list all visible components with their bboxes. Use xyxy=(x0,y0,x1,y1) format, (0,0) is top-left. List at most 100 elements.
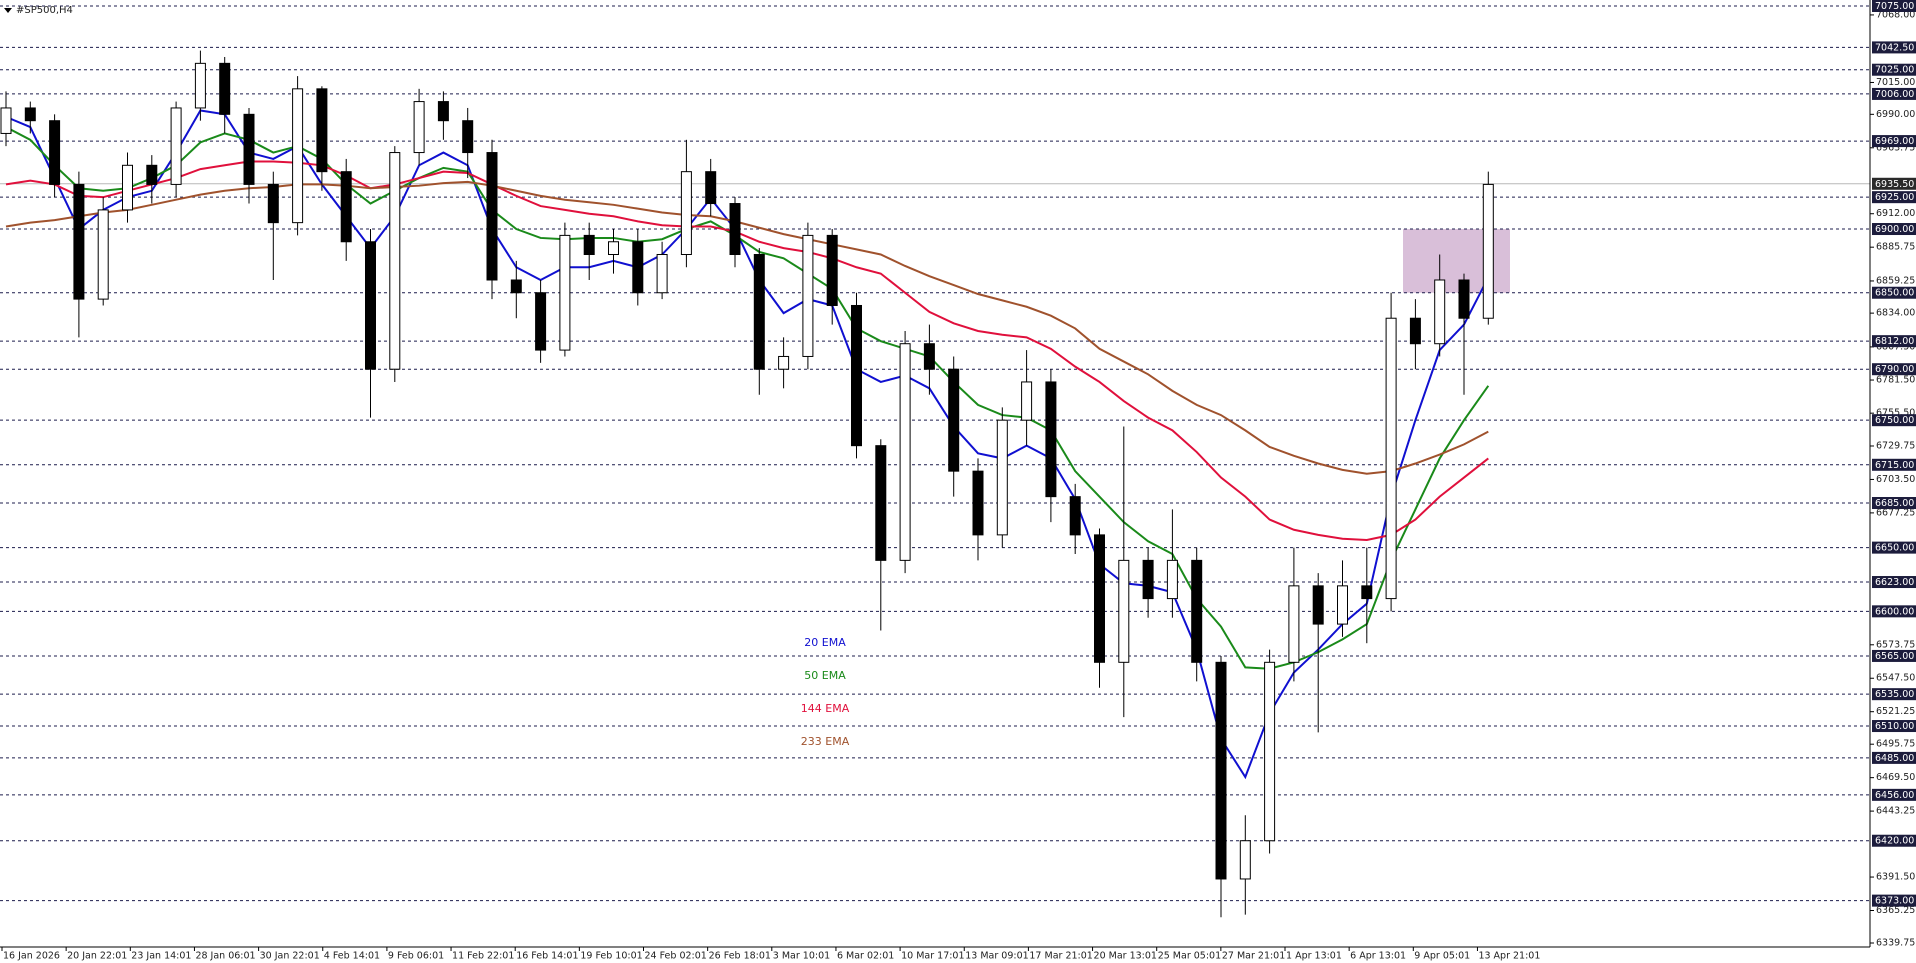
candle-body xyxy=(1045,381,1057,498)
y-tick-label: 6703.50 xyxy=(1876,474,1915,485)
x-tick-label: 16 Feb 14:01 xyxy=(516,951,578,962)
price-label: 6969.00 xyxy=(1875,136,1914,147)
candle-body xyxy=(1021,381,1033,421)
candle-body xyxy=(1142,559,1154,600)
candle-body xyxy=(267,183,279,224)
price-label: 7042.50 xyxy=(1875,42,1914,53)
x-tick-label: 13 Apr 21:01 xyxy=(1478,951,1540,962)
candle-body xyxy=(389,152,401,370)
price-label: 6565.00 xyxy=(1875,651,1914,662)
x-tick-label: 6 Mar 02:01 xyxy=(837,951,894,962)
candle-body xyxy=(1191,559,1203,663)
x-tick-label: 9 Apr 05:01 xyxy=(1414,951,1470,962)
price-label-box xyxy=(1872,335,1916,348)
y-tick-label: 6547.50 xyxy=(1876,673,1915,684)
y-tick-label: 6365.25 xyxy=(1876,905,1915,916)
candle-body xyxy=(122,164,133,211)
x-tick-label: 30 Jan 22:01 xyxy=(260,951,320,962)
price-label: 7025.00 xyxy=(1875,65,1914,76)
y-tick-label: 6391.50 xyxy=(1876,872,1915,883)
x-tick-label: 20 Mar 13:01 xyxy=(1094,951,1157,962)
price-label-box xyxy=(1872,286,1916,299)
price-label: 6420.00 xyxy=(1875,836,1914,847)
candle-body xyxy=(875,445,887,561)
price-label-box xyxy=(1872,541,1916,554)
candle-body xyxy=(1385,317,1397,600)
y-tick-label: 6963.75 xyxy=(1876,142,1915,153)
candle-body xyxy=(1288,585,1300,663)
candle-body xyxy=(1482,183,1494,319)
candle-body xyxy=(656,254,668,294)
price-label-box xyxy=(1872,41,1916,54)
candle-body xyxy=(753,254,765,370)
candle-body xyxy=(826,234,838,306)
candle-body xyxy=(486,152,498,281)
legend-label: 20 EMA xyxy=(804,636,846,649)
candle-body xyxy=(729,203,741,256)
y-tick-label: 6443.25 xyxy=(1876,806,1915,817)
candle-body xyxy=(899,343,911,561)
y-tick-label: 6677.25 xyxy=(1876,507,1915,518)
price-label-box xyxy=(1872,894,1916,907)
price-label-box xyxy=(1872,87,1916,100)
x-tick-label: 13 Mar 09:01 xyxy=(965,951,1028,962)
price-label-box xyxy=(1872,605,1916,618)
y-tick-label: 7015.00 xyxy=(1876,77,1915,88)
price-label: 6535.00 xyxy=(1875,689,1914,700)
candle-body xyxy=(802,234,814,357)
price-label: 6925.00 xyxy=(1875,192,1914,203)
price-label-box xyxy=(1872,834,1916,847)
price-label-box xyxy=(1872,191,1916,204)
candle-body xyxy=(632,241,644,294)
candle-body xyxy=(24,107,36,122)
x-tick-label: 20 Jan 22:01 xyxy=(67,951,127,962)
y-tick-label: 6521.25 xyxy=(1876,706,1915,717)
candle-body xyxy=(1434,279,1446,345)
price-label: 6456.00 xyxy=(1875,790,1914,801)
x-tick-label: 10 Mar 17:01 xyxy=(901,951,964,962)
y-tick-label: 6573.75 xyxy=(1876,639,1915,650)
price-label: 6373.00 xyxy=(1875,896,1914,907)
price-label: 7006.00 xyxy=(1875,89,1914,100)
x-tick-label: 1 Apr 13:01 xyxy=(1286,951,1342,962)
x-tick-label: 19 Feb 10:01 xyxy=(580,951,642,962)
candle-body xyxy=(1264,661,1276,842)
price-label: 6790.00 xyxy=(1875,364,1914,375)
candle-body xyxy=(1166,559,1178,600)
candle-body xyxy=(1337,585,1348,625)
candle-body xyxy=(535,292,547,351)
candle-body xyxy=(1409,317,1421,345)
chart-title: #SP500,H4 xyxy=(16,5,73,16)
candle-body xyxy=(778,355,790,370)
candle-body xyxy=(1215,661,1227,880)
y-tick-label: 6755.50 xyxy=(1876,408,1915,419)
candle-body xyxy=(948,368,960,472)
price-label-box xyxy=(1872,720,1916,733)
price-label-box xyxy=(1872,223,1916,236)
candle-body xyxy=(0,107,12,134)
x-tick-label: 6 Apr 13:01 xyxy=(1350,951,1406,962)
candle-body xyxy=(851,304,862,447)
price-label-box xyxy=(1872,458,1916,471)
price-label: 6812.00 xyxy=(1875,336,1914,347)
y-tick-label: 6469.50 xyxy=(1876,772,1915,783)
price-label-box xyxy=(1872,0,1916,12)
x-tick-label: 16 Jan 2026 xyxy=(3,951,60,962)
candle-body xyxy=(365,241,376,370)
candle-body xyxy=(292,88,304,224)
candle-body xyxy=(608,241,619,256)
y-tick-label: 6495.75 xyxy=(1876,739,1915,750)
candle-body xyxy=(1361,585,1373,600)
candle-body xyxy=(1312,585,1324,625)
x-tick-label: 4 Feb 14:01 xyxy=(324,951,380,962)
price-label-box xyxy=(1872,788,1916,801)
price-label: 6650.00 xyxy=(1875,543,1914,554)
candle-body xyxy=(340,171,352,243)
x-tick-label: 23 Jan 14:01 xyxy=(131,951,191,962)
price-label: 6900.00 xyxy=(1875,224,1914,235)
price-label-box xyxy=(1872,649,1916,662)
candle-body xyxy=(1118,559,1130,663)
candle-body xyxy=(996,419,1008,536)
candle-body xyxy=(316,88,328,173)
candle-body xyxy=(1069,496,1081,536)
